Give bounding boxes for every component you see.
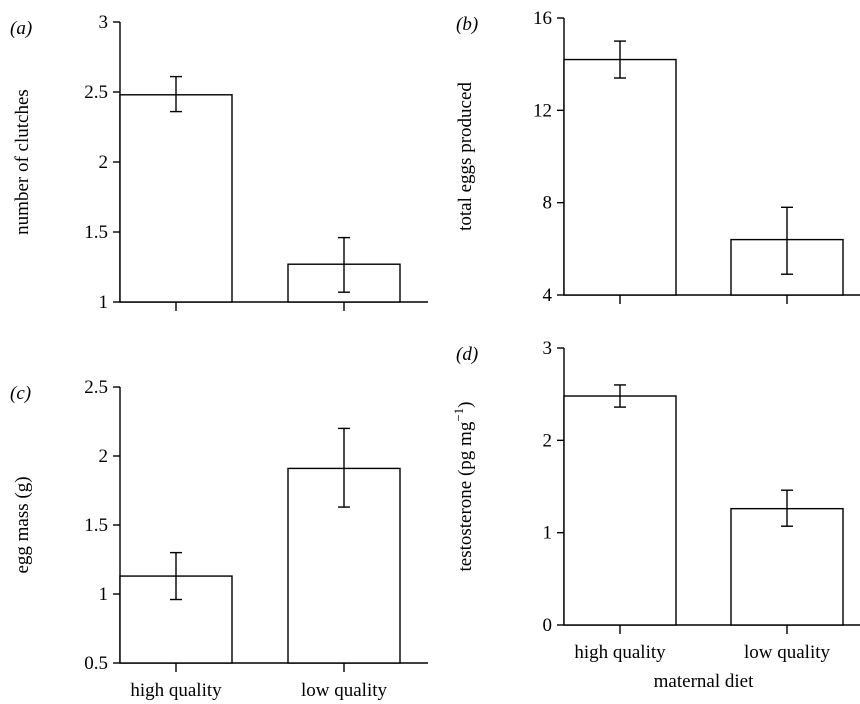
y-tick-label: 1 — [99, 292, 109, 313]
y-tick-label: 0 — [543, 615, 553, 636]
y-tick-label: 1.5 — [84, 515, 108, 536]
y-tick-label: 1 — [99, 584, 109, 605]
y-tick-label: 8 — [543, 193, 553, 214]
y-tick-label: 0.5 — [84, 653, 108, 674]
y-tick-label: 3 — [99, 12, 109, 33]
y-axis-label: number of clutches — [12, 89, 33, 235]
panel-b: (b) 4 8 12 16 total eggs produced — [455, 8, 860, 306]
y-tick-label: 2 — [543, 430, 553, 451]
y-axis-label-suffix: ) — [455, 401, 476, 407]
y-tick-label: 16 — [533, 8, 552, 29]
y-tick-label: 2 — [99, 446, 109, 467]
x-axis-label: maternal diet — [654, 671, 754, 692]
y-axis-label-text: total eggs produced — [455, 82, 476, 231]
y-tick-label: 3 — [543, 338, 553, 359]
category-label: low quality — [744, 642, 831, 663]
bar-high-quality — [119, 94, 233, 303]
y-tick-label: 2.5 — [84, 377, 108, 398]
panel-a: (a) 1 1.5 2 2.5 3 number of clutches — [10, 12, 428, 313]
y-tick-label: 2.5 — [84, 82, 108, 103]
y-axis-label-superscript: −1 — [451, 408, 466, 422]
y-tick-label: 12 — [533, 100, 552, 121]
y-axis-label: egg mass (g) — [12, 476, 33, 573]
panel-label: (b) — [456, 14, 478, 35]
bar-low-quality — [730, 507, 844, 626]
bar-high-quality — [563, 58, 677, 296]
panel-d: (d) 0 1 2 3 testosterone (pg mg−1) high qualit… — [451, 338, 860, 692]
y-axis-label-text: testosterone (pg mg — [455, 421, 476, 571]
y-axis-label-text: number of clutches — [12, 89, 33, 235]
y-axis-label: testosterone (pg mg−1) — [451, 401, 476, 571]
y-tick-label: 1 — [543, 523, 553, 544]
y-tick-label: 4 — [543, 285, 553, 306]
category-label: high quality — [574, 642, 666, 663]
category-label: high quality — [130, 680, 222, 701]
panel-c: (c) 0.5 1 1.5 2 2.5 egg mass (g) high quality lo… — [10, 377, 428, 701]
bar-high-quality — [563, 395, 677, 626]
panel-label: (c) — [10, 383, 31, 404]
y-axis-label: total eggs produced — [455, 82, 476, 231]
y-axis-label-text: egg mass (g) — [12, 476, 33, 573]
panel-label: (d) — [456, 344, 478, 365]
category-label: low quality — [301, 680, 388, 701]
panel-label: (a) — [10, 18, 32, 39]
y-tick-label: 2 — [99, 152, 109, 173]
y-tick-label: 1.5 — [84, 222, 108, 243]
